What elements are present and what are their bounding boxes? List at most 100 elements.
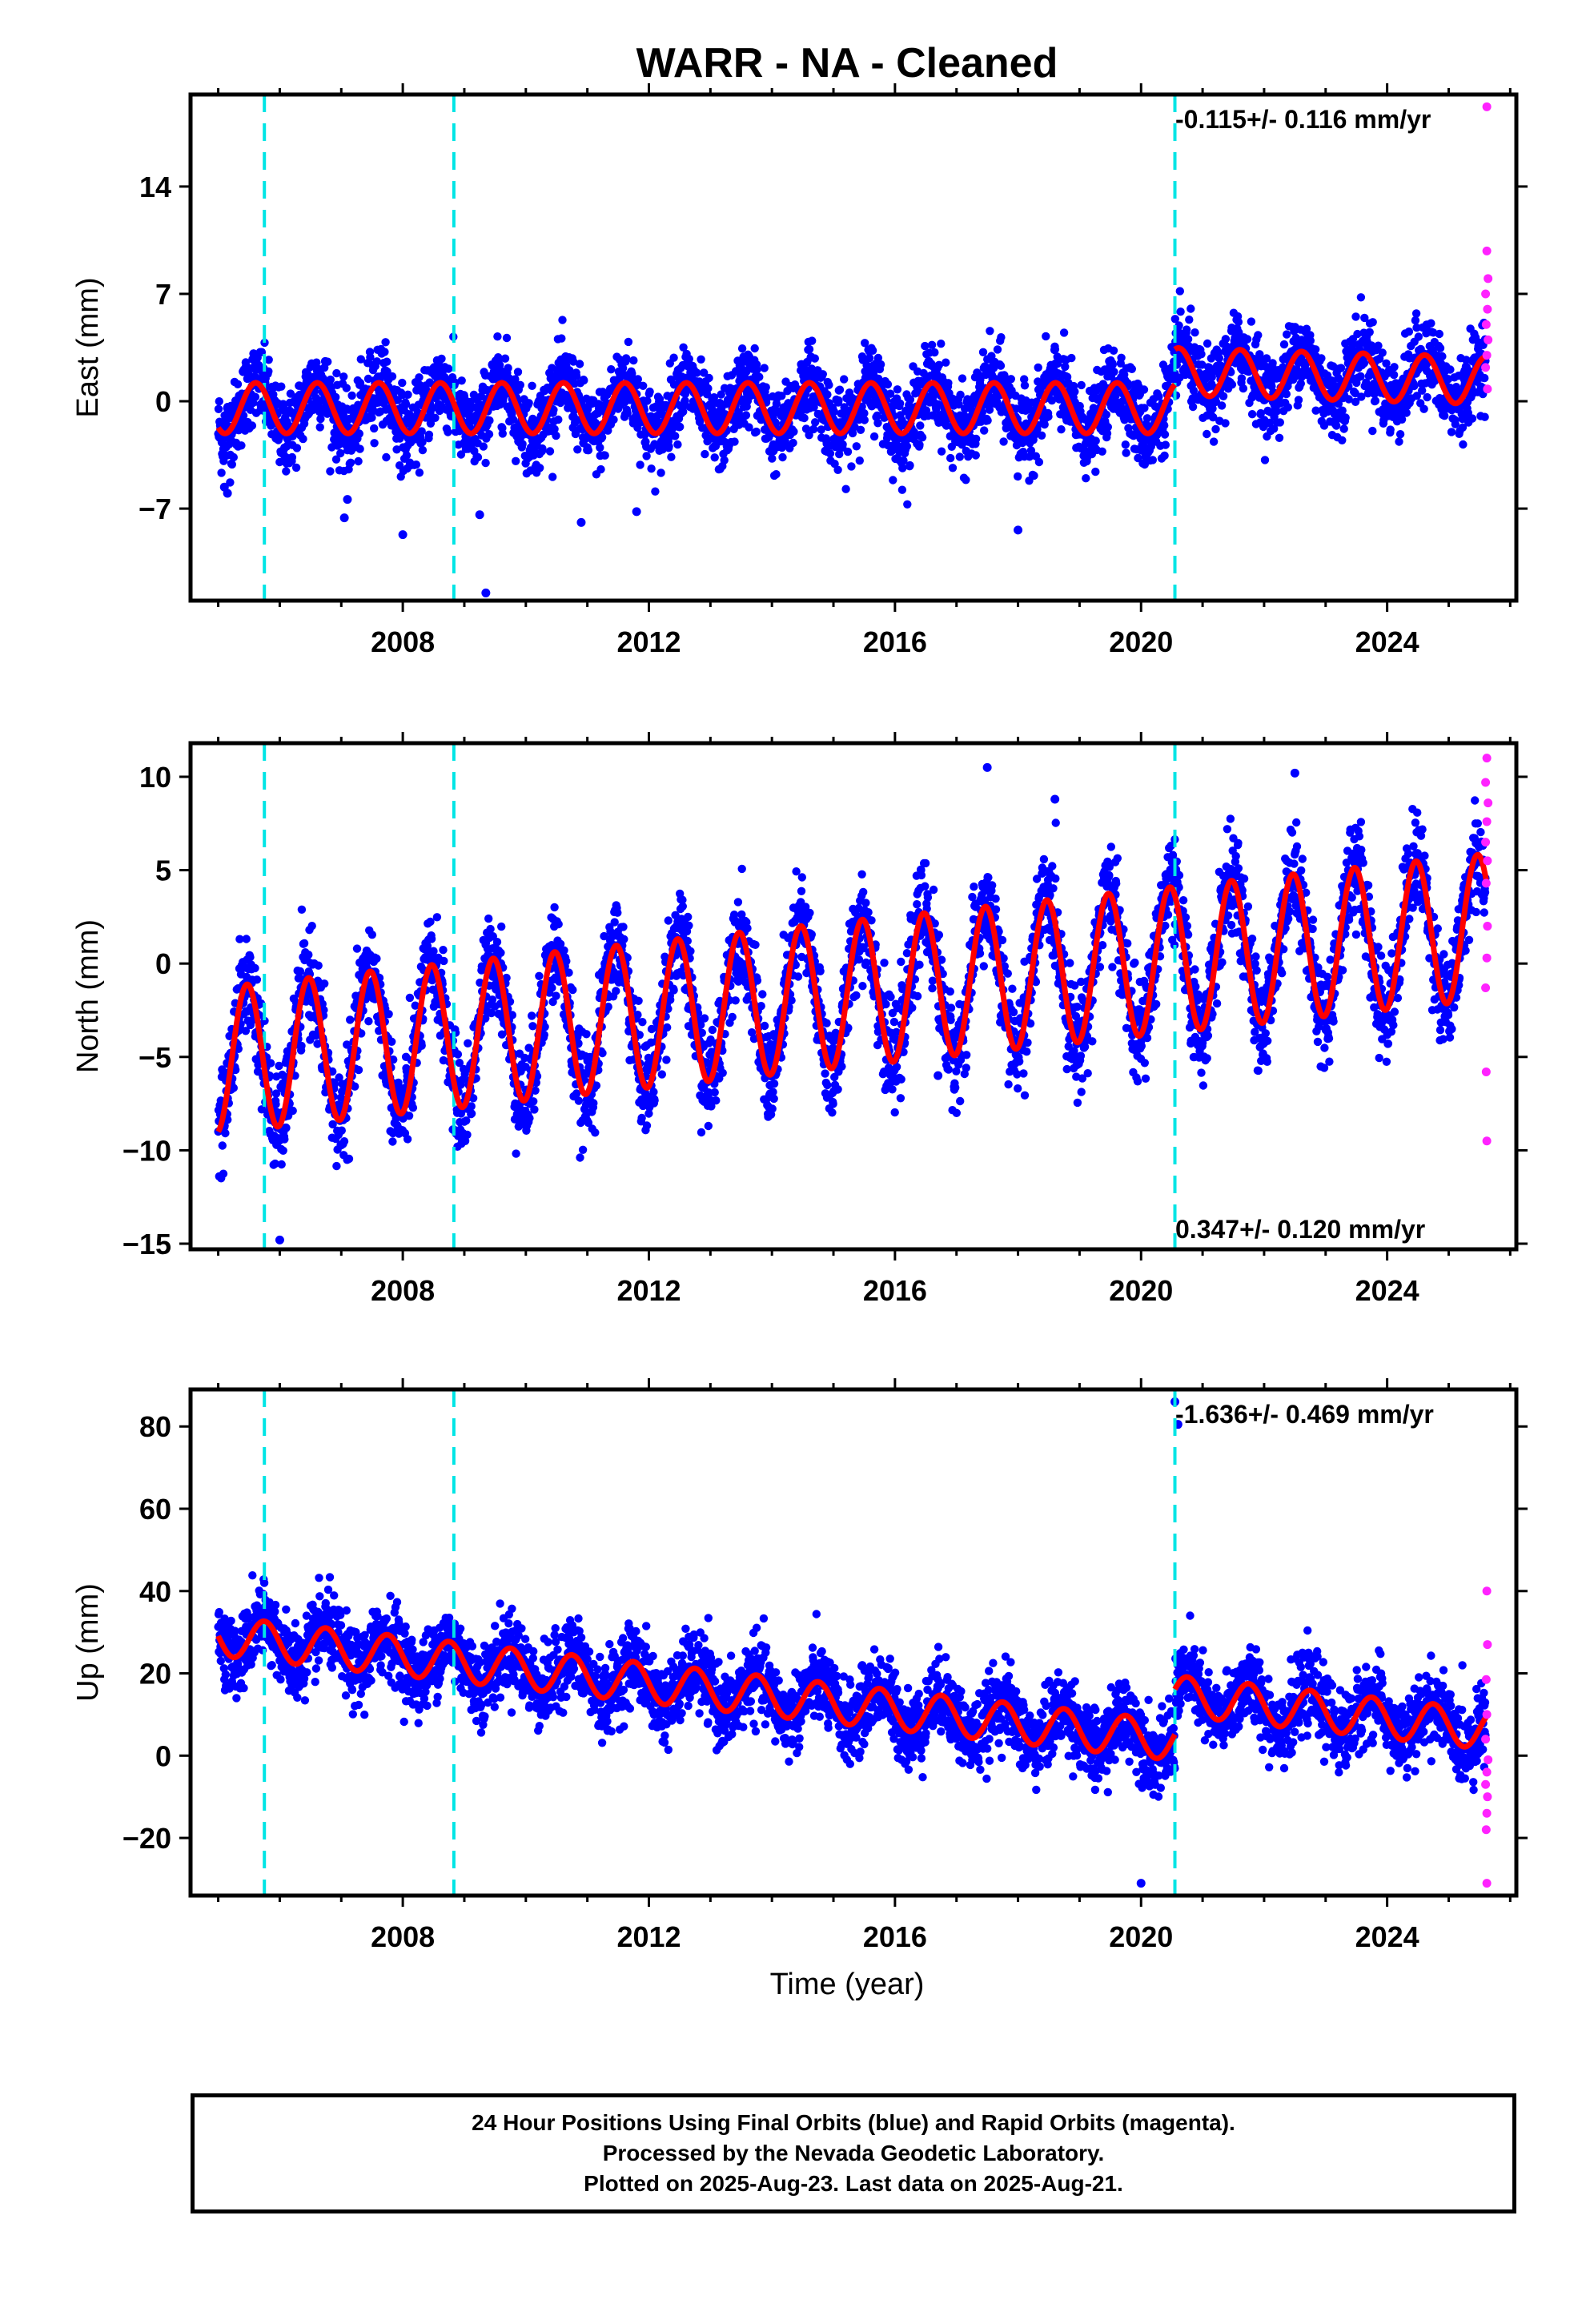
rapid-orbit-point [1482, 351, 1492, 360]
y-tick-label: 0 [155, 385, 171, 418]
final-orbit-point [299, 939, 309, 948]
final-orbit-point [1160, 451, 1169, 460]
final-orbit-point [246, 953, 255, 962]
final-orbit-point [1368, 318, 1377, 327]
y-tick-label: 14 [139, 171, 171, 203]
final-orbit-point [1182, 325, 1191, 334]
final-orbit-point [280, 1135, 289, 1144]
figure-title: WARR - NA - Cleaned [636, 40, 1058, 86]
final-orbit-point [1282, 389, 1291, 399]
final-orbit-point [667, 452, 676, 461]
final-orbit-point [1395, 437, 1403, 446]
rapid-orbit-point [1484, 335, 1493, 344]
final-orbit-point [366, 352, 375, 362]
final-orbit-point [379, 399, 388, 408]
final-orbit-point [789, 427, 798, 436]
final-orbit-point [516, 380, 524, 389]
final-orbit-point [962, 476, 970, 485]
final-orbit-point [1438, 352, 1447, 361]
final-orbit-point [1356, 372, 1365, 381]
final-orbit-point [453, 1050, 463, 1059]
y-tick-label: −7 [139, 493, 171, 525]
final-orbit-point [978, 348, 988, 356]
final-orbit-point [840, 375, 849, 384]
final-orbit-point [355, 379, 365, 388]
east-plot-area [214, 94, 1493, 601]
final-orbit-point [1037, 431, 1046, 440]
final-orbit-point [287, 452, 297, 462]
final-orbit-point [841, 485, 850, 493]
final-orbit-point [1188, 402, 1198, 412]
final-orbit-point [387, 1037, 396, 1047]
final-orbit-point [404, 390, 412, 399]
final-orbit-point [1279, 340, 1289, 349]
final-orbit-point [277, 1160, 286, 1169]
east-y-axis-label: East (mm) [71, 277, 105, 417]
final-orbit-point [986, 327, 994, 336]
final-orbit-point [424, 430, 434, 439]
final-orbit-point [1239, 384, 1248, 393]
final-orbit-point [1020, 381, 1030, 390]
final-orbit-point [440, 956, 448, 966]
final-orbit-point [1378, 348, 1387, 357]
final-orbit-point [624, 337, 633, 347]
final-orbit-point [524, 399, 533, 408]
final-orbit-point [404, 1112, 414, 1120]
final-orbit-point [902, 442, 912, 451]
final-orbit-point [1139, 385, 1149, 394]
final-orbit-point [1091, 467, 1100, 476]
final-orbit-point [818, 370, 827, 379]
final-orbit-point [1030, 471, 1038, 480]
final-orbit-point [1283, 330, 1291, 339]
final-orbit-point [741, 411, 751, 420]
final-orbit-point [1294, 396, 1303, 404]
final-orbit-point [705, 373, 713, 383]
final-orbit-point [942, 358, 950, 367]
final-orbit-point [332, 368, 341, 378]
final-orbit-point [498, 429, 507, 438]
final-orbit-point [1014, 472, 1022, 481]
final-orbit-point [326, 375, 335, 384]
final-orbit-point [855, 456, 865, 465]
final-orbit-point [1341, 413, 1350, 422]
final-orbit-point [1395, 430, 1405, 439]
x-tick-label: 2024 [1355, 625, 1419, 658]
final-orbit-point [214, 404, 223, 413]
final-orbit-point [1057, 425, 1066, 434]
final-orbit-point [337, 1126, 346, 1135]
final-orbit-point [486, 924, 495, 934]
final-orbit-point [417, 427, 426, 436]
final-orbit-point [218, 1141, 227, 1150]
final-orbit-point [937, 340, 946, 348]
final-orbit-point [552, 431, 560, 440]
final-orbit-point [545, 447, 555, 456]
final-orbit-point [948, 464, 958, 472]
final-orbit-point [1183, 335, 1193, 344]
final-orbit-point [504, 364, 512, 372]
final-orbit-point [768, 454, 777, 463]
final-orbit-point [518, 440, 527, 448]
final-orbit-point [431, 413, 440, 422]
final-orbit-point [760, 364, 769, 372]
final-orbit-point [223, 489, 232, 498]
final-orbit-point [704, 384, 713, 393]
final-orbit-point [755, 372, 764, 381]
final-orbit-point [607, 365, 616, 374]
final-orbit-point [251, 963, 259, 973]
final-orbit-point [805, 344, 814, 354]
final-orbit-point [481, 588, 491, 597]
final-orbit-point [576, 517, 586, 527]
final-orbit-point [1221, 335, 1231, 344]
final-orbit-point [946, 453, 955, 463]
rapid-orbit-point [1484, 274, 1493, 283]
final-orbit-point [809, 424, 818, 434]
final-orbit-point [596, 443, 604, 452]
final-orbit-point [580, 376, 588, 385]
final-orbit-point [1185, 316, 1194, 324]
final-orbit-point [382, 452, 391, 462]
final-orbit-point [427, 935, 436, 943]
final-orbit-point [1440, 412, 1449, 420]
final-orbit-point [326, 467, 335, 476]
final-orbit-point [227, 460, 236, 469]
